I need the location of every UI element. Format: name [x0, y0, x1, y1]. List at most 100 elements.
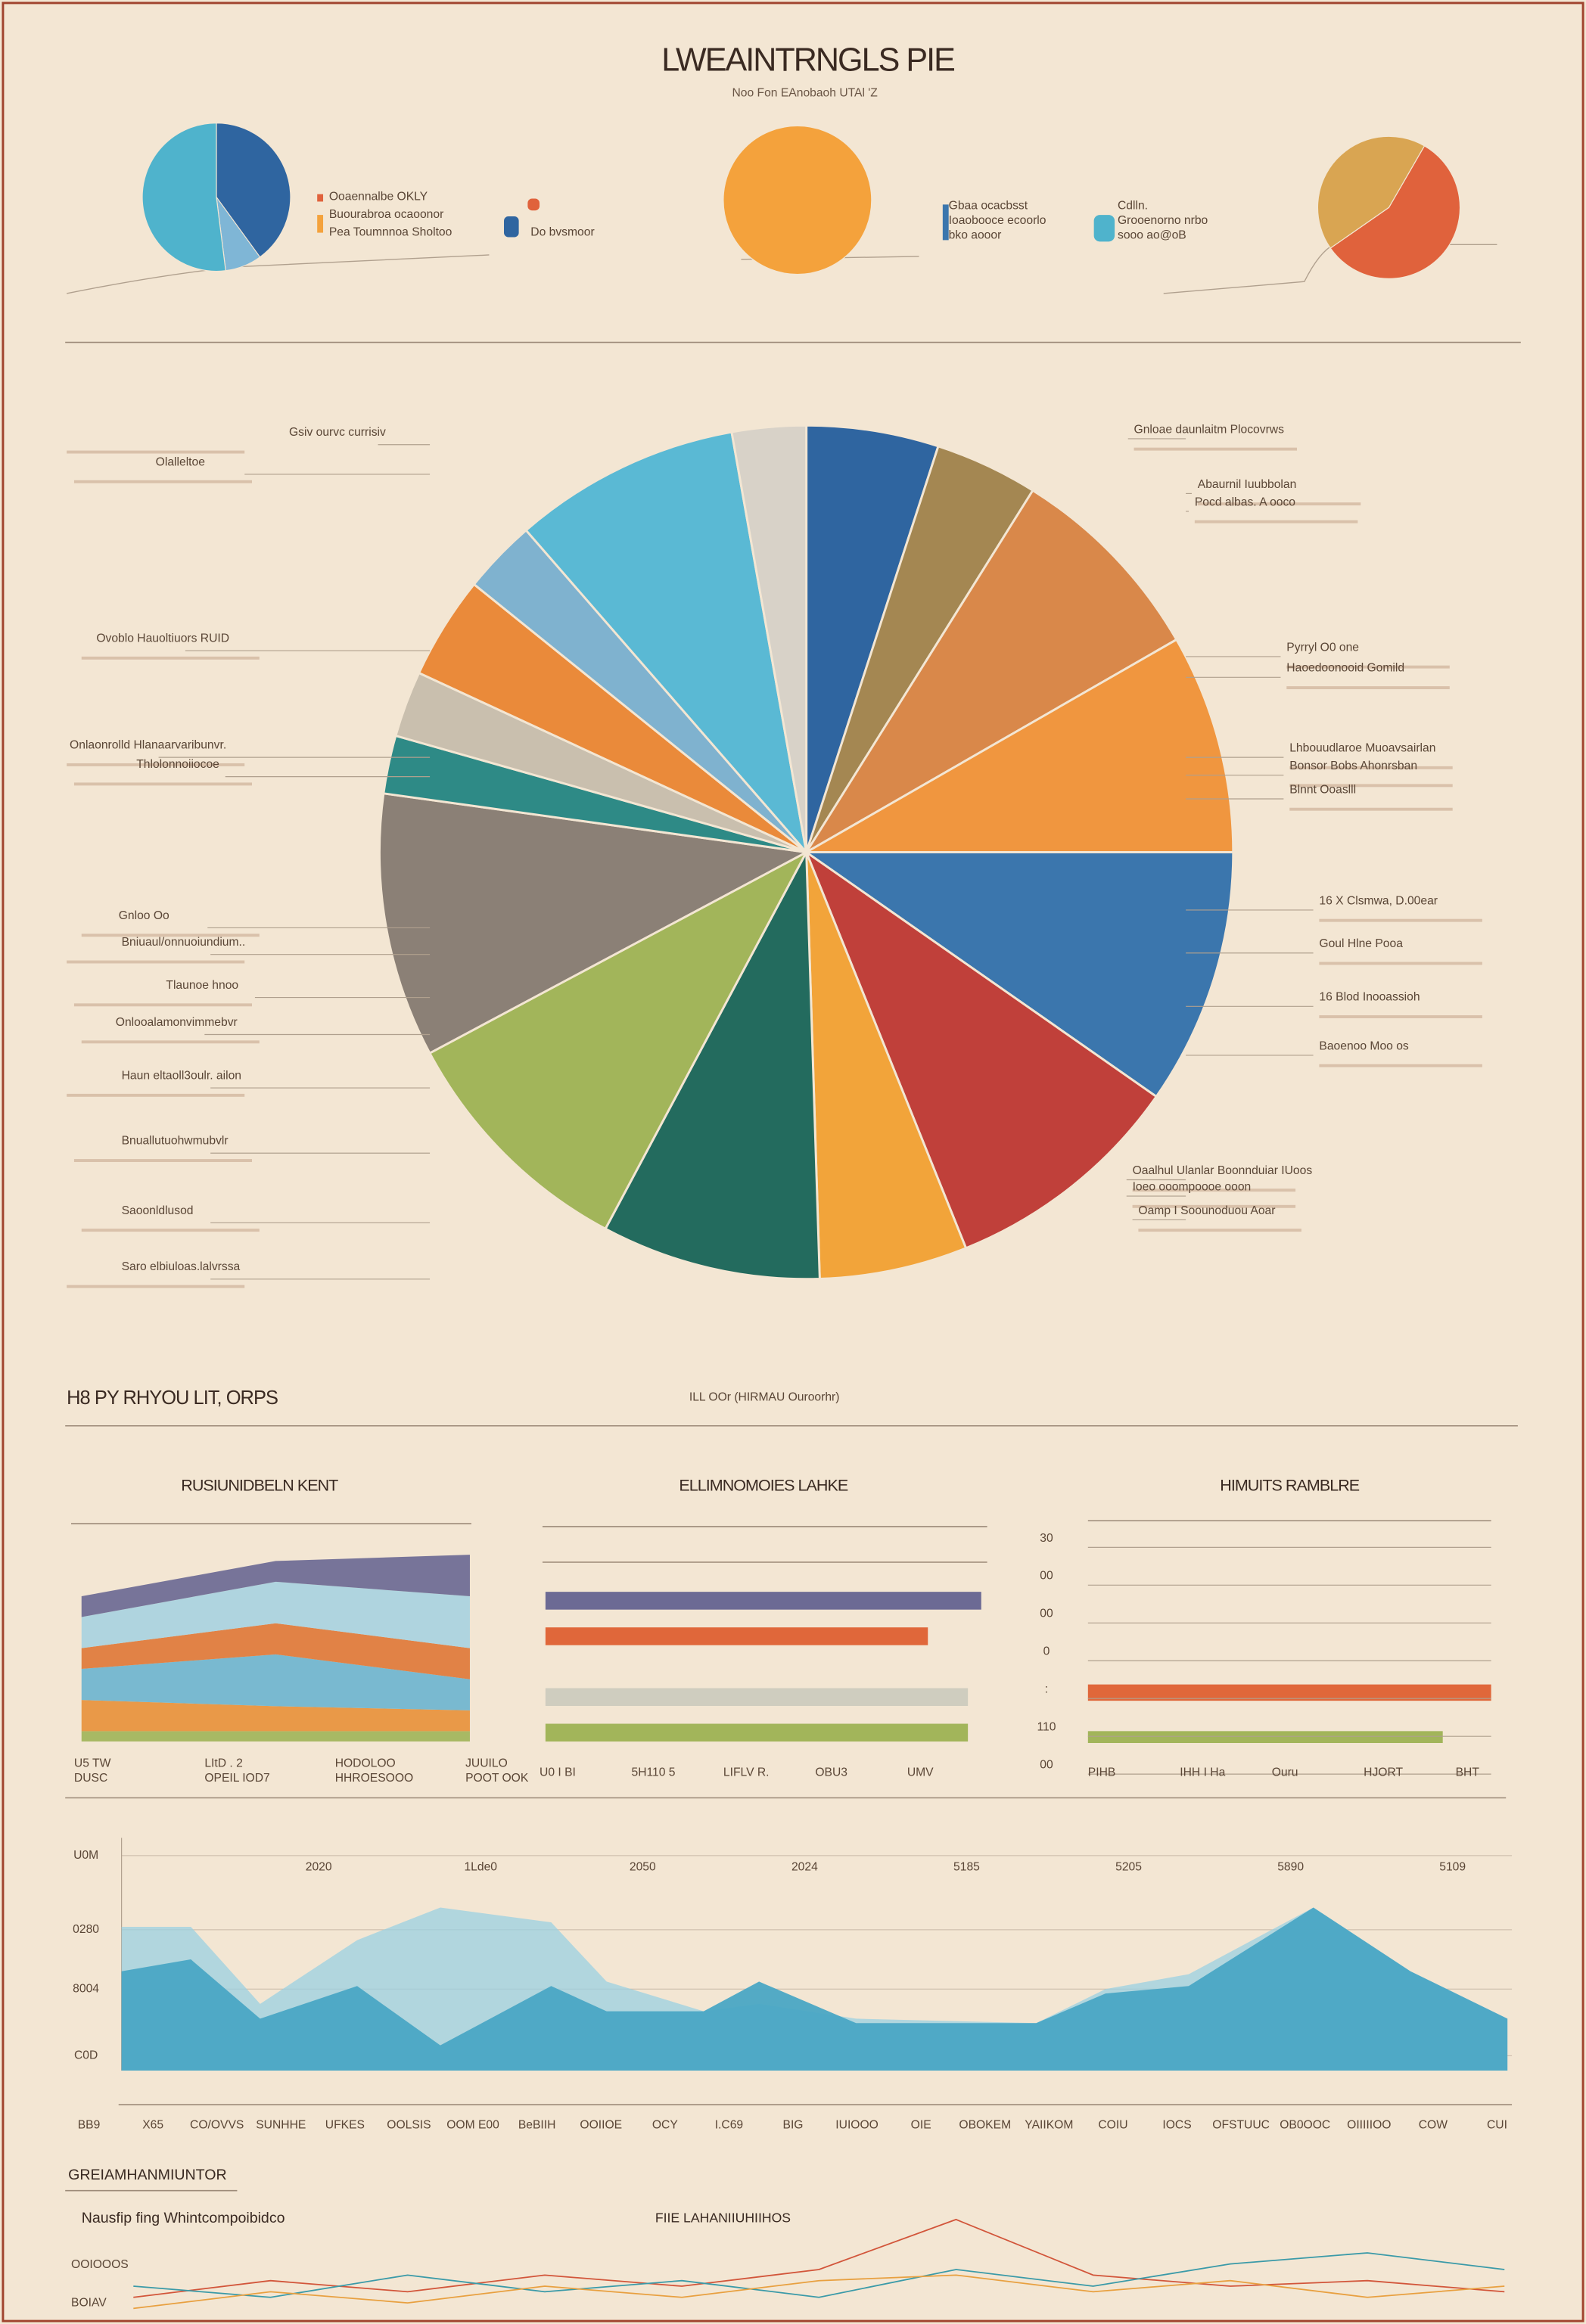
slice-label: Ovoblo Hauoltiuors RUID	[96, 632, 229, 645]
legend-label: Ooaennalbe OKLY	[329, 191, 428, 204]
pie-slice	[805, 489, 1178, 853]
legend-label: Grooenorno nrbo	[1118, 214, 1208, 227]
label-filler	[1289, 807, 1453, 811]
label-filler	[1197, 502, 1361, 506]
label-filler	[81, 934, 260, 937]
label-filler	[1132, 1204, 1296, 1208]
legend-label: Buourabroa ocaoonor	[329, 208, 443, 221]
x-label: BHT	[1456, 1766, 1480, 1779]
x-label: OOLSIS	[387, 2119, 431, 2132]
x-top-label: 5890	[1277, 1861, 1304, 1874]
side-label: 110	[1037, 1721, 1056, 1734]
slice-label: Bnuallutuohwmubvlr	[122, 1135, 229, 1148]
chart-subtitle: Nausfip fing Whintcompoibidco	[82, 2210, 285, 2226]
pie-slice	[804, 849, 1158, 1250]
slice-label: Bniuaul/onnuoiundium..	[122, 936, 246, 949]
bar	[1087, 1731, 1443, 1743]
x-label: OOIIOE	[580, 2119, 622, 2132]
bar	[1087, 1684, 1491, 1701]
side-label: :	[1045, 1683, 1048, 1696]
label-filler	[81, 656, 260, 660]
pie-slice	[723, 125, 872, 275]
poster-subtitle: Noo Fon EAnobaoh UTAl 'Z	[732, 87, 878, 100]
pie-slice	[802, 851, 1235, 1098]
x-label: POOT OOK	[465, 1772, 529, 1785]
label-filler	[1319, 1015, 1482, 1018]
chart-title: HIMUITS RAMBLRE	[1220, 1477, 1359, 1495]
side-label: 0	[1043, 1645, 1050, 1658]
slice-label: Pyrryl O0 one	[1286, 641, 1359, 654]
pie-slice	[428, 849, 810, 1231]
legend-label: Do bvsmoor	[530, 226, 594, 239]
slice-label: Gsiv ourvc currisiv	[289, 426, 386, 439]
area-layer	[81, 1581, 470, 1648]
y-tick-label: C0D	[74, 2049, 98, 2062]
label-filler	[81, 1229, 260, 1232]
x-label: CO/OVVS	[190, 2119, 244, 2132]
label-filler	[1194, 520, 1358, 524]
label-filler	[1138, 1229, 1301, 1232]
pie-slice	[805, 851, 968, 1281]
x-label: IUIOOO	[835, 2119, 879, 2132]
x-label: COIU	[1098, 2119, 1127, 2132]
x-label: IHH I Ha	[1180, 1766, 1225, 1779]
label-filler	[67, 1285, 245, 1288]
x-label: BIG	[783, 2119, 804, 2132]
pie-slice	[1329, 145, 1461, 279]
side-label: 00	[1040, 1570, 1053, 1583]
area-layer	[81, 1700, 470, 1732]
pie-slice	[802, 638, 1235, 853]
x-label: HHROESOOO	[335, 1772, 414, 1785]
chart-title: ELLIMNOMOIES LAHKE	[679, 1477, 847, 1495]
slice-label: Gnloo Oo	[119, 909, 169, 922]
x-label: COW	[1419, 2119, 1448, 2132]
slice-label: Tlaunoe hnoo	[166, 979, 238, 992]
x-label: HJORT	[1364, 1766, 1403, 1779]
slice-label: Haun eltaoll3oulr. ailon	[122, 1070, 241, 1083]
x-label: LIFLV R.	[723, 1766, 770, 1779]
x-label: 5H110 5	[631, 1766, 675, 1779]
slice-label: Gnloae daunlaitm Plocovrws	[1134, 423, 1285, 436]
x-top-label: 5109	[1439, 1861, 1466, 1874]
label-filler	[67, 960, 245, 964]
x-label: DUSC	[74, 1772, 107, 1785]
bar	[545, 1688, 969, 1707]
slice-label: Abaurnil Iuubbolan	[1198, 478, 1297, 491]
label-filler	[67, 1093, 245, 1097]
bar	[545, 1723, 969, 1742]
area-layer	[81, 1623, 470, 1679]
slice-label: Ioeo ooompoooe ooon	[1133, 1180, 1252, 1193]
x-label: JUUILO	[465, 1757, 508, 1770]
chart-caption: FIIE LAHANIIUHIIHOS	[655, 2211, 791, 2226]
area-layer	[81, 1731, 470, 1742]
slice-label: Baoenoo Moo os	[1319, 1039, 1409, 1052]
x-label: BB9	[78, 2119, 101, 2132]
x-label: U5 TW	[74, 1757, 111, 1770]
x-top-label: 2020	[306, 1861, 332, 1874]
slice-label: Onlooalamonvimmebvr	[116, 1016, 238, 1029]
x-label: I.C69	[715, 2119, 743, 2132]
label-filler	[1319, 918, 1482, 922]
pie-slice	[604, 847, 821, 1281]
legend-label: sooo ao@oB	[1118, 229, 1186, 242]
x-top-label: 5185	[953, 1861, 980, 1874]
chart-title: GREIAMHANMIUNTOR	[68, 2167, 227, 2183]
slice-label: Bonsor Bobs Ahonrsban	[1289, 760, 1417, 772]
slice-label: 16 Blod Inooassioh	[1319, 991, 1420, 1004]
legend-swatch	[504, 216, 519, 238]
x-label: LItD . 2	[204, 1757, 242, 1770]
label-filler	[73, 782, 253, 786]
label-filler	[67, 450, 245, 454]
label-filler	[1132, 1188, 1296, 1192]
legend-swatch	[317, 215, 324, 233]
label-filler	[1134, 447, 1298, 451]
label-filler	[73, 1159, 253, 1162]
legend-swatch	[942, 204, 949, 241]
pie-slice	[1317, 135, 1426, 249]
legend-label: Cdlln.	[1118, 199, 1148, 212]
x-label: OB0OOC	[1280, 2119, 1330, 2132]
pie-slice	[730, 424, 808, 853]
slice-label: Blnnt Ooaslll	[1289, 783, 1356, 796]
x-label: IOCS	[1162, 2119, 1191, 2132]
pie-slice	[378, 792, 810, 1055]
